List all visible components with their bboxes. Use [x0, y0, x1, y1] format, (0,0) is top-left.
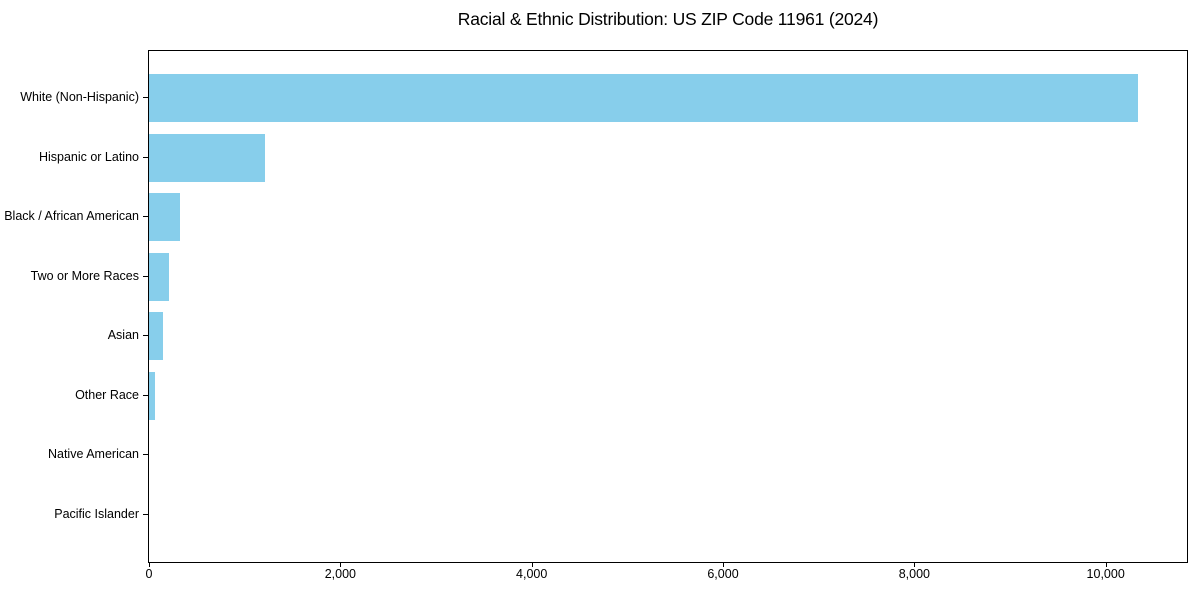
y-tick-mark [143, 514, 148, 515]
chart-title: Racial & Ethnic Distribution: US ZIP Cod… [457, 9, 879, 29]
y-tick-label: Black / African American [4, 208, 139, 223]
y-tick-label: Pacific Islander [54, 506, 139, 521]
y-tick-label: Other Race [75, 387, 139, 402]
x-tick-label: 2,000 [324, 567, 356, 581]
bar-two-or-more-races [149, 252, 170, 301]
y-tick-mark [143, 454, 148, 456]
y-tick-label: Hispanic or Latino [38, 149, 139, 164]
x-tick-mark [1105, 562, 1107, 567]
bar-asian [149, 312, 163, 361]
x-tick-mark [914, 562, 916, 567]
y-tick-mark [143, 156, 148, 158]
y-tick-label: Native American [47, 447, 139, 462]
y-tick-mark [143, 275, 148, 277]
y-tick-mark [143, 394, 148, 396]
x-tick-label: 8,000 [898, 567, 930, 581]
bar-black-african-american [149, 193, 181, 242]
y-tick-mark [143, 335, 148, 337]
y-tick-label: Two or More Races [30, 268, 139, 283]
bar-white-non-hispanic [149, 74, 1138, 122]
y-tick-label: Asian [107, 328, 139, 343]
y-tick-label: White (Non-Hispanic) [20, 89, 139, 104]
plot-area [148, 50, 1188, 563]
x-tick-label: 4,000 [516, 567, 548, 581]
x-tick-mark [149, 562, 150, 567]
y-tick-mark [143, 216, 148, 218]
x-tick-mark [723, 562, 724, 567]
bar-hispanic-or-latino [149, 133, 265, 182]
y-tick-mark [143, 97, 148, 98]
bar-other-race [149, 371, 155, 420]
x-tick-label: 10,000 [1086, 567, 1125, 581]
x-tick-mark [340, 562, 342, 567]
x-tick-mark [531, 562, 533, 567]
x-tick-label: 0 [145, 567, 153, 581]
x-tick-label: 6,000 [707, 567, 739, 581]
